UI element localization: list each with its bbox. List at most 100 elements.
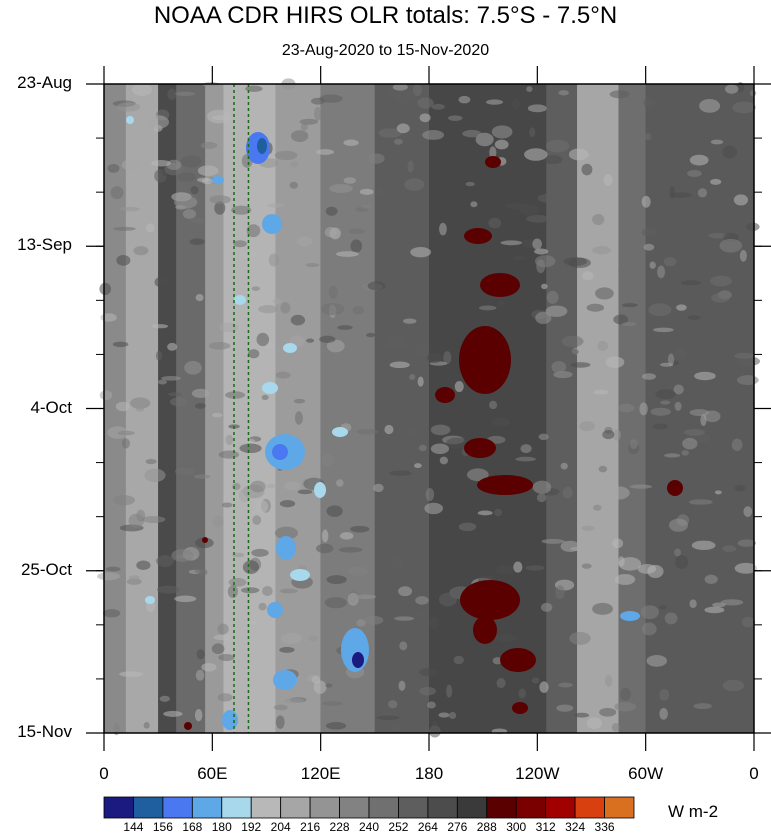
olr-texture-blob <box>581 163 593 176</box>
olr-texture-blob <box>115 401 130 412</box>
olr-texture-blob <box>599 707 617 717</box>
olr-texture-blob <box>643 98 656 108</box>
x-tick-label: 180 <box>414 764 444 783</box>
colorbar-level-label: 324 <box>565 820 586 834</box>
olr-texture-blob <box>722 679 745 692</box>
olr-texture-blob <box>617 556 625 567</box>
olr-texture-blob <box>218 450 240 459</box>
olr-texture-blob <box>298 564 307 570</box>
olr-texture-blob <box>289 181 298 189</box>
olr-texture-blob <box>107 163 120 173</box>
olr-texture-blob <box>305 262 320 268</box>
olr-texture-blob <box>273 704 288 711</box>
olr-texture-blob <box>410 246 432 258</box>
olr-texture-blob <box>225 434 234 446</box>
olr-texture-blob <box>376 715 400 720</box>
olr-texture-blob <box>156 555 174 567</box>
olr-texture-blob <box>720 599 744 606</box>
olr-texture-blob <box>674 401 682 411</box>
colorbar-units: W m-2 <box>668 802 719 821</box>
olr-texture-blob <box>338 546 363 553</box>
colorbar-level-label: 180 <box>211 820 232 834</box>
convection-blob-11 <box>290 569 310 581</box>
olr-texture-blob <box>418 444 427 452</box>
olr-texture-blob <box>213 634 233 641</box>
olr-texture-blob <box>184 360 202 375</box>
olr-texture-blob <box>195 669 205 681</box>
colorbar-level-label: 300 <box>506 820 527 834</box>
olr-texture-blob <box>527 104 547 113</box>
convection-blob-12 <box>267 602 283 618</box>
olr-texture-blob <box>384 424 394 435</box>
olr-texture-blob <box>513 255 526 261</box>
olr-texture-blob <box>430 443 450 455</box>
olr-texture-blob <box>659 605 667 610</box>
colorbar-swatch-3 <box>191 796 223 819</box>
olr-texture-blob <box>279 499 296 508</box>
olr-texture-blob <box>491 125 513 139</box>
olr-texture-blob <box>159 695 170 702</box>
colorbar-swatch-1 <box>133 796 164 819</box>
olr-texture-blob <box>388 700 398 709</box>
olr-texture-blob <box>526 86 533 92</box>
olr-texture-blob <box>545 305 568 317</box>
olr-texture-blob <box>488 217 502 229</box>
olr-texture-blob <box>569 631 591 645</box>
olr-texture-blob <box>618 269 627 274</box>
olr-texture-blob <box>376 186 384 196</box>
olr-texture-blob <box>401 429 420 435</box>
olr-texture-blob <box>737 539 756 547</box>
olr-texture-blob <box>579 421 595 432</box>
olr-texture-blob <box>669 192 692 198</box>
olr-texture-blob <box>609 90 630 99</box>
olr-texture-blob <box>291 130 309 142</box>
olr-band-5 <box>223 84 276 733</box>
colorbar-swatch-7 <box>309 796 340 819</box>
olr-texture-blob <box>605 356 625 369</box>
olr-texture-blob <box>674 548 682 557</box>
olr-texture-blob <box>174 91 195 97</box>
olr-texture-blob <box>297 236 313 247</box>
olr-texture-blob <box>217 693 233 702</box>
olr-texture-blob <box>169 397 188 407</box>
olr-texture-blob <box>608 486 630 500</box>
olr-texture-blob <box>446 684 453 698</box>
olr-texture-blob <box>258 305 279 314</box>
olr-texture-blob <box>110 186 124 200</box>
olr-texture-blob <box>343 177 357 184</box>
olr-texture-blob <box>417 97 434 109</box>
y-tick-label: 13-Sep <box>17 235 72 255</box>
olr-texture-blob <box>300 122 308 131</box>
colorbar-swatch-9 <box>368 796 399 819</box>
x-tick-label: 0 <box>99 764 109 783</box>
suppressed-blob-13 <box>202 537 208 543</box>
olr-texture-blob <box>556 704 574 712</box>
olr-texture-blob <box>245 85 263 92</box>
olr-texture-blob <box>534 248 549 255</box>
y-tick-label: 15-Nov <box>17 722 72 741</box>
olr-texture-blob <box>597 340 609 352</box>
olr-texture-blob <box>640 605 659 620</box>
olr-texture-blob <box>195 293 204 302</box>
colorbar-level-label: 336 <box>594 820 615 834</box>
olr-texture-blob <box>737 375 759 386</box>
olr-texture-blob <box>274 150 298 161</box>
olr-texture-blob <box>680 280 702 286</box>
olr-texture-blob <box>209 195 231 205</box>
olr-texture-blob <box>711 293 730 303</box>
olr-texture-blob <box>424 502 443 515</box>
olr-texture-blob <box>154 276 169 288</box>
olr-texture-blob <box>189 238 205 246</box>
convection-blob-10 <box>276 536 296 560</box>
olr-texture-blob <box>251 548 269 557</box>
olr-texture-blob <box>157 585 180 594</box>
olr-texture-blob <box>664 453 681 458</box>
olr-texture-blob <box>143 722 150 729</box>
olr-texture-blob <box>592 246 611 255</box>
olr-texture-blob <box>128 575 140 580</box>
olr-texture-blob <box>419 686 437 696</box>
olr-texture-blob <box>319 335 336 343</box>
suppressed-blob-10 <box>667 480 683 496</box>
olr-texture-blob <box>201 662 217 672</box>
